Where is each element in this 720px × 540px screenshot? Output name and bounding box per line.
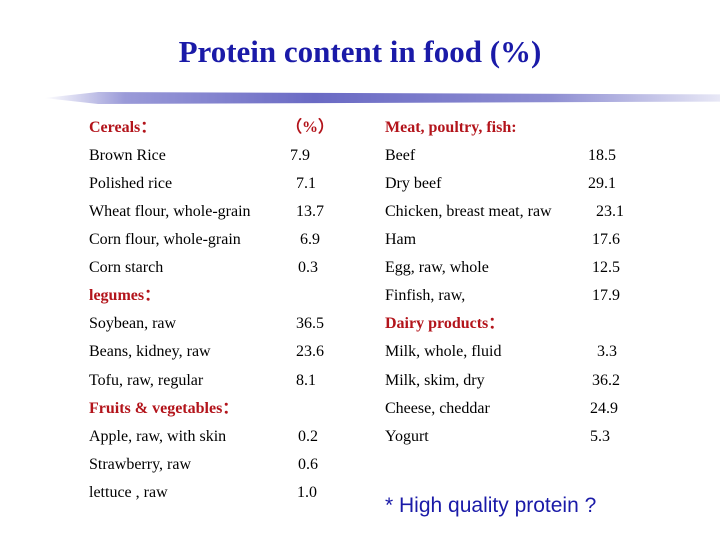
page-title: Protein content in food (%) (178, 34, 542, 69)
legume-protein-value: 36.5 (296, 315, 324, 332)
percent-header: （%） (286, 119, 335, 136)
quality-note: * High quality protein ? (385, 494, 597, 517)
legume-protein-value: 8.1 (296, 372, 316, 389)
dairy-protein-value: 3.3 (597, 343, 617, 360)
fruit-food-name: Strawberry, raw (89, 456, 192, 473)
dairy-header: Dairy products： (385, 315, 505, 332)
dairy-protein-value: 5.3 (590, 428, 610, 445)
cereals-header: Cereals： (89, 119, 157, 136)
cereal-protein-value: 7.1 (296, 175, 316, 192)
meat-food-name: Dry beef (385, 175, 442, 192)
meat-header: Meat, poultry, fish: (385, 119, 517, 136)
meat-food-name: Chicken, breast meat, raw (385, 203, 552, 220)
dairy-food-name: Milk, whole, fluid (385, 343, 502, 360)
cereal-food-name: Polished rice (89, 175, 173, 192)
fruits-header: Fruits & vegetables： (89, 400, 239, 417)
fruit-protein-value: 1.0 (297, 484, 317, 501)
cereal-food-name: Wheat flour, whole-grain (89, 203, 251, 220)
meat-food-name: Egg, raw, whole (385, 259, 489, 276)
cereal-protein-value: 0.3 (298, 259, 318, 276)
meat-protein-value: 17.9 (592, 287, 620, 304)
dairy-food-name: Cheese, cheddar (385, 400, 490, 417)
legume-food-name: Beans, kidney, raw (89, 343, 211, 360)
dairy-protein-value: 36.2 (592, 372, 620, 389)
cereal-food-name: Brown Rice (89, 147, 166, 164)
dairy-food-name: Yogurt (385, 428, 429, 445)
cereal-food-name: Corn flour, whole-grain (89, 231, 241, 248)
legume-food-name: Soybean, raw (89, 315, 177, 332)
dairy-food-name: Milk, skim, dry (385, 372, 485, 389)
meat-food-name: Ham (385, 231, 417, 248)
legume-protein-value: 23.6 (296, 343, 324, 360)
meat-protein-value: 18.5 (588, 147, 616, 164)
fruit-food-name: Apple, raw, with skin (89, 428, 227, 445)
dairy-protein-value: 24.9 (590, 400, 618, 417)
meat-protein-value: 17.6 (592, 231, 620, 248)
legume-food-name: Tofu, raw, regular (89, 372, 204, 389)
fruit-protein-value: 0.6 (298, 456, 318, 473)
title-divider (44, 92, 720, 104)
meat-food-name: Beef (385, 147, 416, 164)
fruit-protein-value: 0.2 (298, 428, 318, 445)
meat-protein-value: 23.1 (596, 203, 624, 220)
cereal-protein-value: 7.9 (290, 147, 310, 164)
cereal-protein-value: 13.7 (296, 203, 324, 220)
meat-protein-value: 12.5 (592, 259, 620, 276)
cereal-protein-value: 6.9 (300, 231, 320, 248)
legumes-header: legumes： (89, 287, 161, 304)
cereal-food-name: Corn starch (89, 259, 164, 276)
meat-protein-value: 29.1 (588, 175, 616, 192)
fruit-food-name: lettuce , raw (89, 484, 168, 501)
meat-food-name: Finfish, raw, (385, 287, 466, 304)
